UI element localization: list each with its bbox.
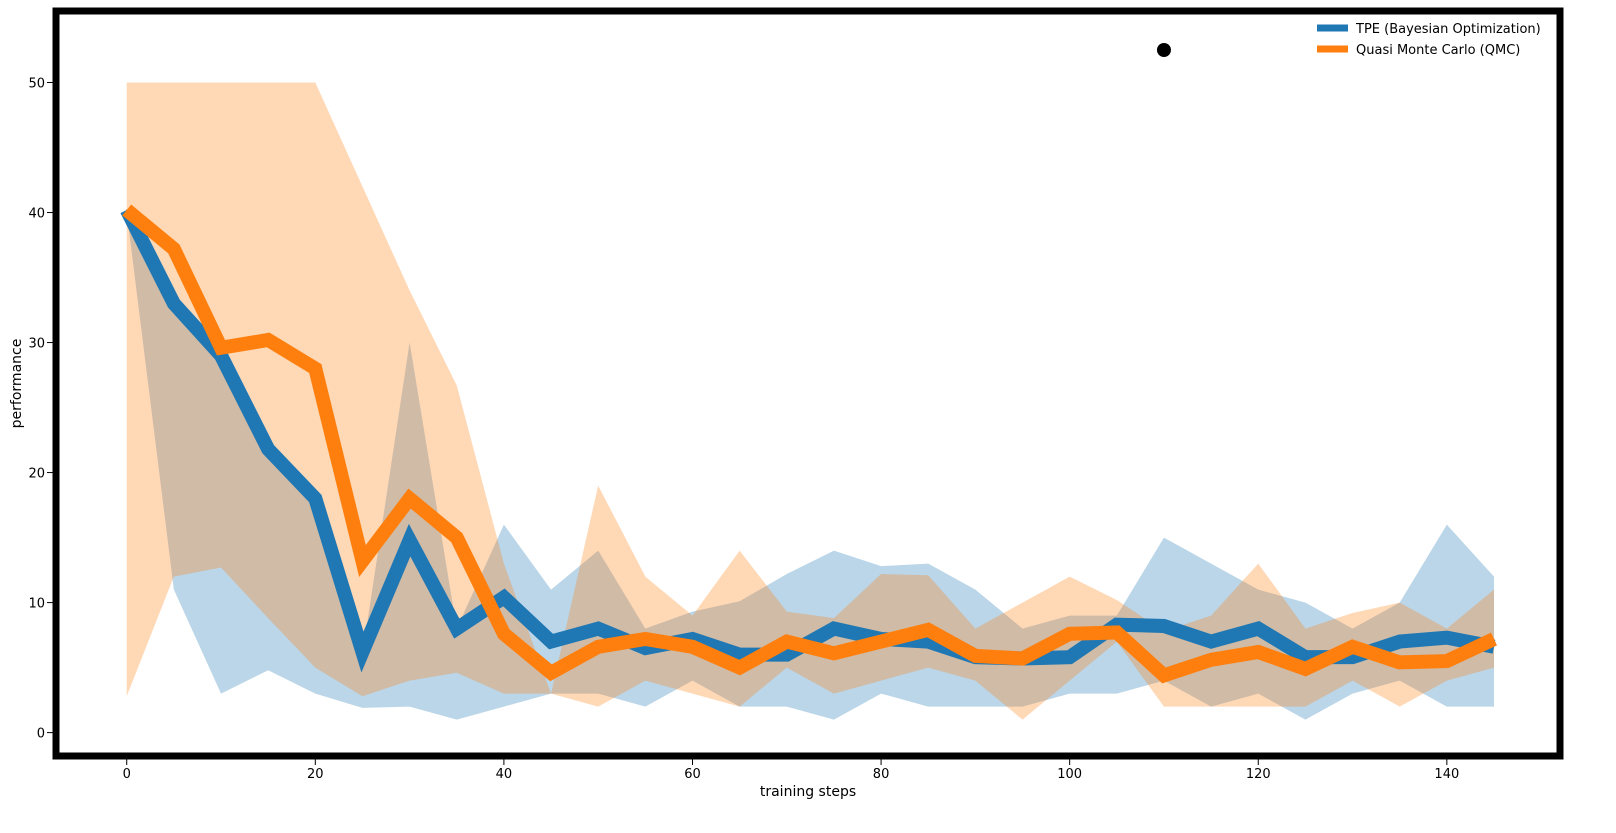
- y-tick-label: 50: [28, 77, 45, 92]
- line-quasi-monte-carlo-qmc: [122, 204, 1497, 684]
- point-tpe-bayesian-optimization: [173, 303, 175, 305]
- point-quasi-monte-carlo-qmc: [1210, 659, 1212, 661]
- legend-label-quasi-monte-carlo-qmc: Quasi Monte Carlo (QMC): [1356, 43, 1520, 58]
- point-quasi-monte-carlo-qmc: [691, 646, 693, 648]
- point-quasi-monte-carlo-qmc: [550, 672, 552, 674]
- point-quasi-monte-carlo-qmc: [786, 641, 788, 643]
- point-tpe-bayesian-optimization: [503, 596, 505, 598]
- point-tpe-bayesian-optimization: [1257, 628, 1259, 630]
- point-tpe-bayesian-optimization: [1210, 641, 1212, 643]
- point-tpe-bayesian-optimization: [1116, 624, 1118, 626]
- point-quasi-monte-carlo-qmc: [833, 652, 835, 654]
- point-quasi-monte-carlo-qmc: [1493, 638, 1495, 640]
- point-quasi-monte-carlo-qmc: [974, 655, 976, 657]
- point-quasi-monte-carlo-qmc: [220, 347, 222, 349]
- point-tpe-bayesian-optimization: [1399, 641, 1401, 643]
- point-tpe-bayesian-optimization: [644, 647, 646, 649]
- legend-label-tpe-bayesian-optimization: TPE (Bayesian Optimization): [1355, 22, 1541, 37]
- legend: TPE (Bayesian Optimization) Quasi Monte C…: [1317, 22, 1541, 58]
- point-quasi-monte-carlo-qmc: [1116, 631, 1118, 633]
- x-tick-label: 100: [1057, 767, 1082, 782]
- point-quasi-monte-carlo-qmc: [880, 641, 882, 643]
- y-tick-label: 40: [28, 207, 45, 222]
- point-tpe-bayesian-optimization: [550, 641, 552, 643]
- point-tpe-bayesian-optimization: [1304, 656, 1306, 658]
- x-tick-label: 120: [1246, 767, 1271, 782]
- point-tpe-bayesian-optimization: [456, 628, 458, 630]
- y-tick-label: 10: [28, 597, 45, 612]
- point-quasi-monte-carlo-qmc: [126, 209, 128, 211]
- point-quasi-monte-carlo-qmc: [267, 339, 269, 341]
- point-quasi-monte-carlo-qmc: [409, 498, 411, 500]
- band-quasi-monte-carlo-qmc: [126, 82, 1494, 720]
- point-quasi-monte-carlo-qmc: [1257, 651, 1259, 653]
- annotation-marker: [1156, 43, 1171, 58]
- annotation-markers: [1156, 43, 1171, 58]
- x-tick-label: 140: [1434, 767, 1459, 782]
- point-tpe-bayesian-optimization: [1352, 656, 1354, 658]
- point-tpe-bayesian-optimization: [361, 651, 363, 653]
- point-quasi-monte-carlo-qmc: [1352, 646, 1354, 648]
- point-quasi-monte-carlo-qmc: [1304, 668, 1306, 670]
- point-quasi-monte-carlo-qmc: [1022, 657, 1024, 659]
- y-axis-label: performance: [9, 339, 25, 429]
- point-quasi-monte-carlo-qmc: [739, 667, 741, 669]
- point-quasi-monte-carlo-qmc: [503, 633, 505, 635]
- confidence-bands: [126, 82, 1494, 720]
- x-tick-label: 60: [684, 767, 701, 782]
- x-tick-label: 80: [873, 767, 890, 782]
- point-quasi-monte-carlo-qmc: [1163, 674, 1165, 676]
- x-tick-label: 40: [496, 767, 513, 782]
- point-quasi-monte-carlo-qmc: [1069, 633, 1071, 635]
- point-quasi-monte-carlo-qmc: [314, 368, 316, 370]
- point-quasi-monte-carlo-qmc: [597, 646, 599, 648]
- point-tpe-bayesian-optimization: [1163, 625, 1165, 627]
- point-quasi-monte-carlo-qmc: [1399, 661, 1401, 663]
- point-tpe-bayesian-optimization: [739, 654, 741, 656]
- point-tpe-bayesian-optimization: [1446, 637, 1448, 639]
- y-tick-label: 20: [28, 467, 45, 482]
- point-quasi-monte-carlo-qmc: [927, 629, 929, 631]
- x-tick-label: 0: [123, 767, 131, 782]
- point-tpe-bayesian-optimization: [786, 654, 788, 656]
- point-tpe-bayesian-optimization: [597, 628, 599, 630]
- plot-frame: [52, 7, 1564, 760]
- point-quasi-monte-carlo-qmc: [361, 560, 363, 562]
- point-tpe-bayesian-optimization: [267, 448, 269, 450]
- series-lines: [120, 204, 1497, 684]
- point-tpe-bayesian-optimization: [220, 355, 222, 357]
- point-quasi-monte-carlo-qmc: [456, 537, 458, 539]
- point-quasi-monte-carlo-qmc: [644, 638, 646, 640]
- point-tpe-bayesian-optimization: [314, 498, 316, 500]
- point-tpe-bayesian-optimization: [409, 539, 411, 541]
- point-quasi-monte-carlo-qmc: [173, 248, 175, 250]
- band-tpe-bayesian-optimization: [126, 212, 1494, 720]
- point-tpe-bayesian-optimization: [927, 641, 929, 643]
- x-tick-label: 20: [307, 767, 324, 782]
- y-axis-ticks: 0 10 20 30 40 50: [28, 77, 53, 742]
- point-quasi-monte-carlo-qmc: [1446, 660, 1448, 662]
- point-tpe-bayesian-optimization: [691, 638, 693, 640]
- y-tick-label: 30: [28, 337, 45, 352]
- point-tpe-bayesian-optimization: [1069, 656, 1071, 658]
- x-axis-ticks: 0 20 40 60 80 100 120 140: [123, 759, 1459, 782]
- x-axis-label: training steps: [760, 784, 856, 800]
- point-tpe-bayesian-optimization: [833, 628, 835, 630]
- y-tick-label: 0: [37, 727, 45, 742]
